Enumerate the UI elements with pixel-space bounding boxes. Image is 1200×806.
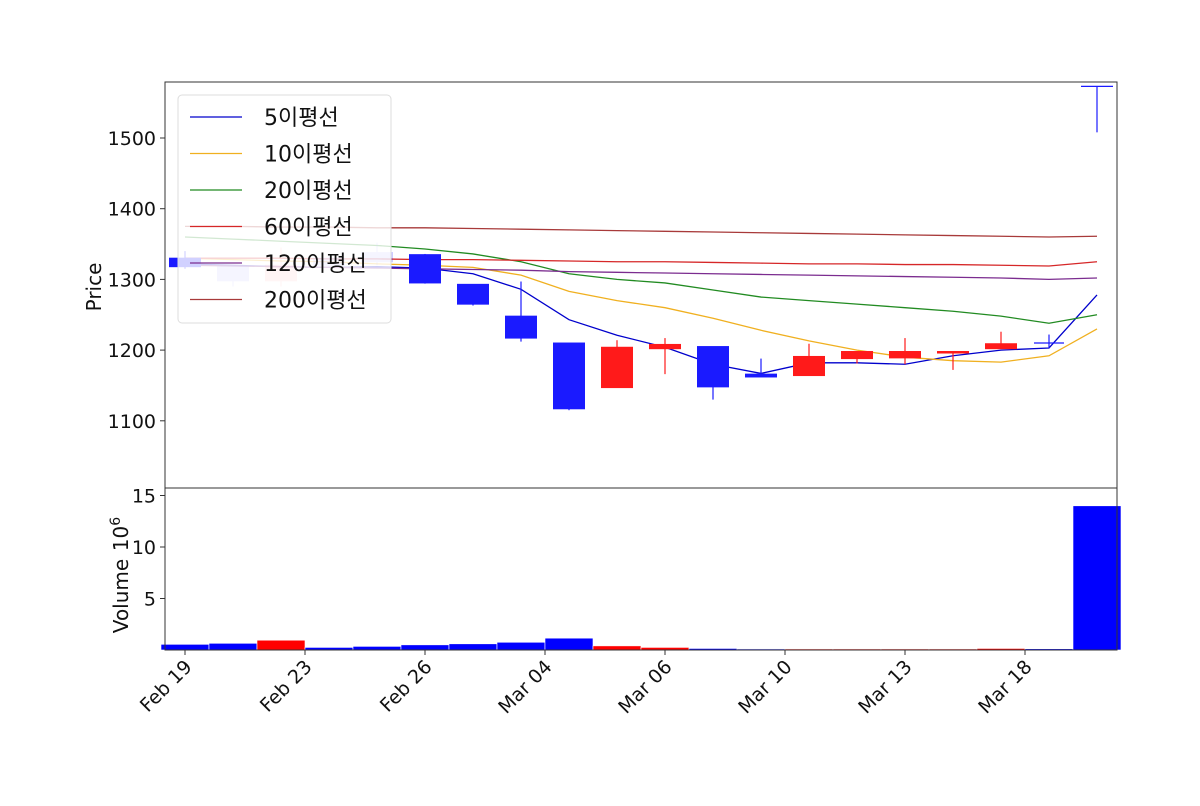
price-panel: 1100 1200 1300 1400 1500 Price 5이평선 10이평선 20이평… — [82, 81, 1118, 489]
candle — [649, 338, 681, 375]
volume-plot-frame — [164, 487, 1118, 651]
volume-y-axis: 5 10 15 — [132, 486, 165, 611]
legend-label: 5이평선 — [264, 106, 339, 131]
volume-bar — [592, 645, 642, 651]
volume-axis-label: Volume — [109, 559, 133, 633]
volume-bar — [352, 646, 402, 651]
candle — [505, 281, 537, 342]
x-tick-label: Feb 23 — [256, 656, 317, 717]
candle — [697, 346, 729, 400]
candle — [409, 253, 441, 284]
volume-bar — [1072, 505, 1122, 651]
y-tick-label: 1300 — [108, 269, 156, 291]
y-tick-label: 1500 — [108, 128, 156, 150]
date-x-axis: Feb 19 Feb 23 Feb 26 Mar 04 Mar 06 Mar 10 Mar … — [136, 650, 1037, 718]
price-y-axis: 1100 1200 1300 1400 1500 — [108, 128, 165, 433]
candle — [1034, 334, 1064, 348]
x-tick-label: Mar 13 — [854, 656, 916, 718]
candle — [553, 342, 585, 411]
volume-bar — [544, 637, 594, 651]
y-tick-label: 15 — [132, 486, 156, 508]
y-tick-label: 10 — [132, 537, 156, 559]
legend: 5이평선 10이평선 20이평선 60이평선 120이평선 200이평선 — [177, 94, 392, 324]
x-tick-label: Mar 10 — [734, 656, 796, 718]
y-tick-label: 1100 — [108, 411, 156, 433]
volume-panel: 5 10 15 Volume 106 Feb 19 Feb 23 Feb 26 Mar 0… — [108, 486, 1122, 718]
legend-label: 200이평선 — [264, 289, 367, 314]
volume-bars — [160, 505, 1122, 651]
x-tick-label: Feb 26 — [376, 656, 437, 717]
candle — [841, 351, 873, 364]
x-tick-label: Mar 04 — [494, 656, 556, 718]
legend-box — [177, 94, 392, 324]
volume-bar — [496, 641, 546, 651]
candle — [457, 283, 489, 306]
candle — [985, 331, 1017, 350]
y-tick-label: 5 — [144, 589, 156, 611]
legend-label: 20이평선 — [264, 179, 353, 204]
price-axis-label: Price — [82, 263, 106, 312]
candle — [889, 338, 921, 365]
volume-bar — [256, 639, 306, 651]
y-tick-label: 1400 — [108, 199, 156, 221]
x-tick-label: Mar 18 — [974, 656, 1036, 718]
x-tick-label: Mar 06 — [614, 656, 676, 718]
candle — [601, 340, 633, 389]
candle — [937, 351, 969, 370]
y-tick-label: 1200 — [108, 340, 156, 362]
legend-label: 120이평선 — [264, 252, 367, 277]
x-tick-label: Feb 19 — [136, 656, 197, 717]
volume-bar — [448, 643, 498, 651]
candle — [793, 343, 825, 377]
volume-bar — [400, 644, 450, 651]
volume-exponent-label: 106 — [108, 517, 133, 551]
legend-label: 60이평선 — [264, 216, 353, 241]
candle — [745, 358, 777, 378]
candle — [1081, 85, 1113, 133]
legend-label: 10이평선 — [264, 143, 353, 168]
volume-bar — [208, 643, 258, 651]
volume-bar — [160, 644, 210, 651]
